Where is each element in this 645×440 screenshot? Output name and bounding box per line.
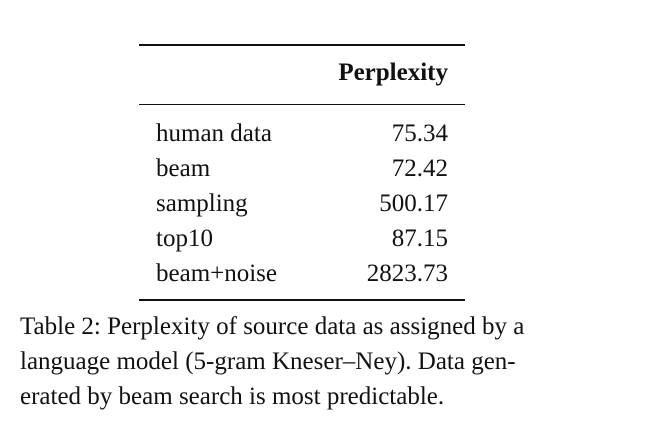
table-top-rule: [139, 44, 465, 46]
row-label: human data: [156, 120, 272, 147]
row-label: beam+noise: [156, 260, 278, 287]
row-value: 500.17: [379, 190, 448, 217]
perplexity-table: Perplexity human data 75.34 beam 72.42 s…: [139, 44, 465, 301]
row-label: sampling: [156, 190, 248, 217]
table-row: sampling 500.17: [139, 186, 465, 221]
table-caption: Table 2: Perplexity of source data as as…: [20, 309, 625, 414]
row-value: 75.34: [391, 120, 448, 147]
table-row: top10 87.15: [139, 221, 465, 256]
column-header-perplexity: Perplexity: [338, 59, 448, 86]
caption-line: language model (5-gram Kneser–Ney). Data…: [20, 348, 516, 375]
table-row: beam 72.42: [139, 151, 465, 186]
row-label: beam: [156, 155, 211, 182]
table-header-rule: [139, 104, 465, 105]
caption-line: Table 2: Perplexity of source data as as…: [20, 313, 525, 340]
row-value: 72.42: [391, 155, 448, 182]
table-bottom-rule: [139, 299, 465, 301]
table-row: human data 75.34: [139, 116, 465, 151]
table-row: beam+noise 2823.73: [139, 256, 465, 291]
row-value: 87.15: [391, 225, 448, 252]
row-value: 2823.73: [366, 260, 448, 287]
caption-line: erated by beam search is most predictabl…: [20, 383, 445, 410]
table-body: human data 75.34 beam 72.42 sampling 500…: [139, 105, 465, 291]
row-label: top10: [156, 225, 213, 252]
table-header-row: Perplexity: [139, 46, 465, 91]
